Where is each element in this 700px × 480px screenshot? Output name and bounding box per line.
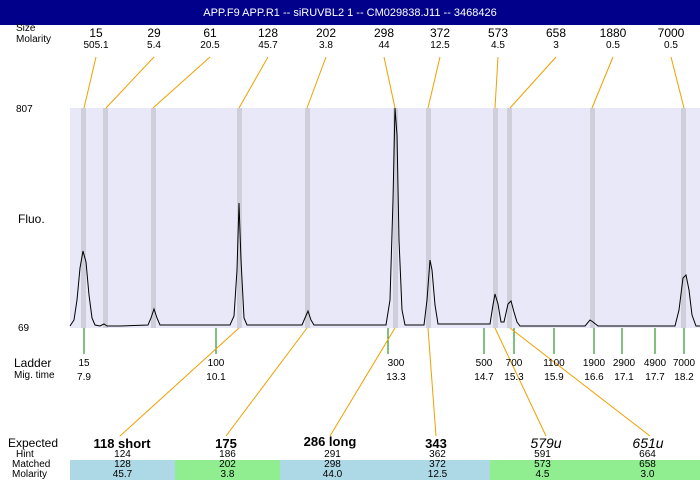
match-column-3: 291 298 44.0: [280, 450, 385, 480]
peak-band-1880: [590, 108, 595, 328]
molarity-row-label: Molarity: [16, 34, 52, 45]
ladder-label-300: 300 13.3: [386, 358, 406, 383]
molarity-value: 12.5: [385, 470, 490, 480]
match-column-6: 664 658 3.0: [595, 450, 700, 480]
expected-343: 343: [425, 436, 447, 451]
molarity-value: 3.8: [175, 470, 280, 480]
match-column-5: 591 573 4.5: [490, 450, 595, 480]
peak-band-15: [81, 108, 86, 328]
hint-value: 291: [324, 449, 341, 460]
molarity-value: 3.0: [595, 470, 700, 480]
peak-label-61: 61 20.5: [200, 26, 220, 52]
molarity-value: 4.5: [490, 470, 595, 480]
ladder-label-2900: 2900 17.1: [612, 358, 636, 383]
peak-label-372: 372 12.5: [429, 26, 451, 52]
matched-label: Matched: [12, 459, 51, 470]
hint-value: 362: [429, 449, 446, 460]
match-column-1: 124 128 45.7: [70, 450, 175, 480]
expected-label: Expected: [8, 436, 59, 450]
hint-value: 186: [219, 449, 236, 460]
ladder-label-7000: 7000 18.2: [672, 358, 696, 383]
peak-label-573: 573 4.5: [487, 26, 509, 52]
expected-579u: 579u: [530, 435, 562, 451]
molarity-bottom-label: Molarity: [12, 469, 48, 480]
ladder-label: Ladder: [14, 356, 52, 370]
plot-area: [70, 108, 700, 328]
y-axis-max: 807: [16, 104, 33, 115]
peak-label-298: 298 44: [373, 26, 395, 52]
match-column-4: 362 372 12.5: [385, 450, 490, 480]
ladder-label-100: 100 10.1: [206, 358, 226, 383]
peak-label-7000: 7000 0.5: [657, 26, 685, 52]
mig-time-label: Mig. time: [14, 370, 55, 381]
expected-118-short: 118 short: [93, 436, 151, 451]
matched-value: 298: [280, 460, 385, 470]
peak-label-1880: 1880 0.5: [599, 26, 627, 52]
match-column-2: 186 202 3.8: [175, 450, 280, 480]
peak-band-29: [103, 108, 108, 328]
matched-value: 202: [175, 460, 280, 470]
molarity-value: 45.7: [70, 470, 175, 480]
molarity-value: 44.0: [280, 470, 385, 480]
peak-band-61: [151, 108, 156, 328]
y-axis-min: 69: [18, 323, 30, 334]
peak-band-372: [426, 108, 431, 328]
ladder-label-4900: 4900 17.7: [643, 358, 667, 383]
top-connectors: [83, 56, 685, 109]
ladder-label-500: 500 14.7: [474, 358, 494, 383]
peak-label-128: 128 45.7: [257, 26, 279, 52]
bottom-connectors: [119, 327, 651, 437]
fluorescence-trace: [69, 107, 700, 327]
ladder-label-15: 15 7.9: [77, 358, 91, 383]
expected-175: 175: [215, 436, 237, 451]
peak-band-658: [507, 108, 512, 328]
peak-label-202: 202 3.8: [315, 26, 337, 52]
peak-label-29: 29 5.4: [147, 26, 161, 52]
ladder-label-1100: 1100 15.9: [543, 358, 565, 383]
peak-band-7000: [681, 108, 686, 328]
ladder-label-1900: 1900 16.6: [582, 358, 606, 383]
peak-band-298: [393, 108, 398, 328]
hint-value: 664: [639, 449, 656, 460]
expected-286-long: 286 long: [303, 434, 357, 449]
peak-label-658: 658 3: [545, 26, 567, 52]
matched-value: 573: [490, 460, 595, 470]
y-axis-label: Fluo.: [18, 212, 45, 226]
peak-band-573: [493, 108, 498, 328]
hint-value: 591: [534, 449, 551, 460]
window-title: APP.F9 APP.R1 -- siRUVBL2 1 -- CM029838.…: [203, 6, 497, 19]
ladder-label-700: 700 15.3: [504, 358, 524, 383]
title-bar: APP.F9 APP.R1 -- siRUVBL2 1 -- CM029838.…: [0, 0, 700, 25]
matched-value: 658: [595, 460, 700, 470]
matched-value: 128: [70, 460, 175, 470]
peak-label-15: 15 505.1: [83, 26, 109, 52]
peak-band-202: [305, 108, 310, 328]
size-row-label: Size: [16, 23, 36, 34]
matched-value: 372: [385, 460, 490, 470]
expected-651u: 651u: [632, 435, 664, 451]
ladder-ticks: [83, 328, 685, 354]
hint-value: 124: [114, 449, 131, 460]
hint-label: Hint: [16, 449, 34, 460]
